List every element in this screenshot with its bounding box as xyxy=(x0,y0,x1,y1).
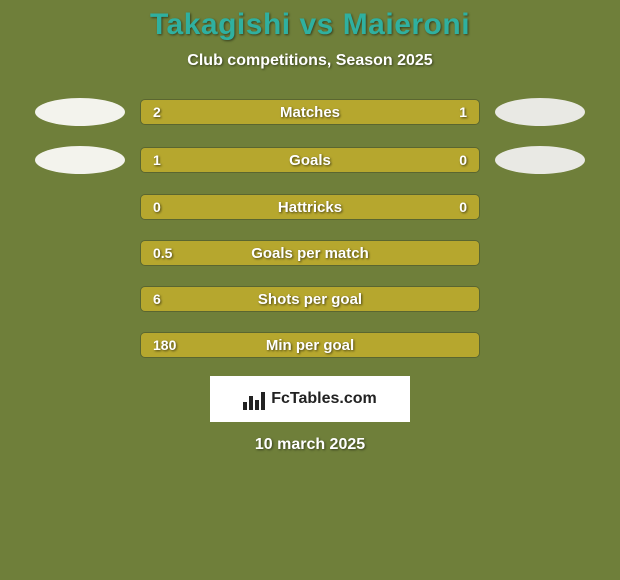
stat-row: 00Hattricks xyxy=(0,194,620,220)
bar-left-segment: 6 xyxy=(141,287,467,311)
stat-row: 10Goals xyxy=(0,146,620,174)
bar-right-segment: 0 xyxy=(401,148,479,172)
stat-bar: 21Matches xyxy=(140,99,480,125)
right-logo-slot xyxy=(480,98,600,126)
stat-row: 21Matches xyxy=(0,98,620,126)
bar-left-segment: 2 xyxy=(141,100,366,124)
team-logo-left xyxy=(35,146,125,174)
stat-bar: 00Hattricks xyxy=(140,194,480,220)
bar-left-segment: 0.5 xyxy=(141,241,467,265)
bar-right-segment: 0 xyxy=(467,195,479,219)
left-value: 0 xyxy=(153,199,161,215)
left-value: 2 xyxy=(153,104,161,120)
bar-chart-icon xyxy=(243,388,265,410)
stat-bar: 6Shots per goal xyxy=(140,286,480,312)
left-value: 6 xyxy=(153,291,161,307)
right-logo-slot xyxy=(480,146,600,174)
stat-bar: 0.5Goals per match xyxy=(140,240,480,266)
bar-left-segment: 180 xyxy=(141,333,467,357)
stat-row: 0.5Goals per match xyxy=(0,240,620,266)
bar-right-segment xyxy=(467,241,479,265)
bar-right-segment xyxy=(467,287,479,311)
bar-left-segment: 0 xyxy=(141,195,467,219)
vs-word: vs xyxy=(299,8,333,41)
stat-bar: 180Min per goal xyxy=(140,332,480,358)
bar-right-segment: 1 xyxy=(366,100,479,124)
brand-text: FcTables.com xyxy=(271,390,377,408)
bar-right-segment xyxy=(467,333,479,357)
left-value: 180 xyxy=(153,337,176,353)
page-title: Takagishi vs Maieroni xyxy=(0,0,620,42)
bar-left-segment: 1 xyxy=(141,148,401,172)
brand-badge: FcTables.com xyxy=(210,376,410,422)
left-logo-slot xyxy=(20,98,140,126)
stat-bar: 10Goals xyxy=(140,147,480,173)
right-value: 0 xyxy=(459,199,467,215)
stat-row: 180Min per goal xyxy=(0,332,620,358)
stat-rows: 21Matches10Goals00Hattricks0.5Goals per … xyxy=(0,98,620,358)
date-label: 10 march 2025 xyxy=(0,436,620,454)
left-value: 1 xyxy=(153,152,161,168)
player1-name: Takagishi xyxy=(150,8,291,41)
player2-name: Maieroni xyxy=(343,8,470,41)
team-logo-left xyxy=(35,98,125,126)
left-value: 0.5 xyxy=(153,245,172,261)
comparison-infographic: Takagishi vs Maieroni Club competitions,… xyxy=(0,0,620,580)
subtitle: Club competitions, Season 2025 xyxy=(0,52,620,70)
right-value: 1 xyxy=(459,104,467,120)
team-logo-right xyxy=(495,98,585,126)
team-logo-right xyxy=(495,146,585,174)
right-value: 0 xyxy=(459,152,467,168)
stat-row: 6Shots per goal xyxy=(0,286,620,312)
left-logo-slot xyxy=(20,146,140,174)
